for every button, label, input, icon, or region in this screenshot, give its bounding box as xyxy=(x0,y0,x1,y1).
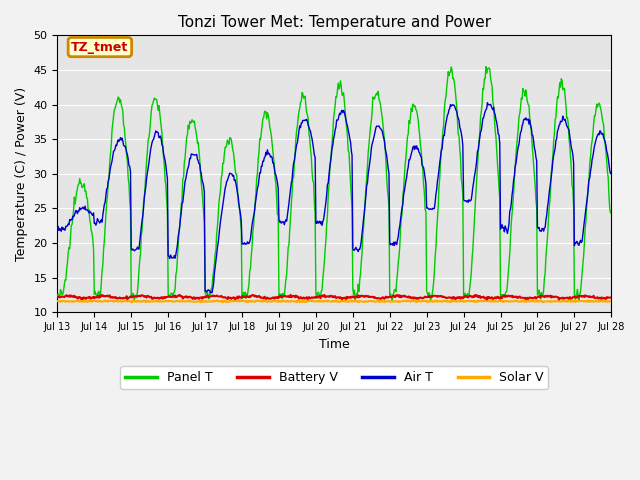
Y-axis label: Temperature (C) / Power (V): Temperature (C) / Power (V) xyxy=(15,87,28,261)
Title: Tonzi Tower Met: Temperature and Power: Tonzi Tower Met: Temperature and Power xyxy=(178,15,491,30)
Legend: Panel T, Battery V, Air T, Solar V: Panel T, Battery V, Air T, Solar V xyxy=(120,366,548,389)
X-axis label: Time: Time xyxy=(319,337,349,351)
Text: TZ_tmet: TZ_tmet xyxy=(71,41,129,54)
